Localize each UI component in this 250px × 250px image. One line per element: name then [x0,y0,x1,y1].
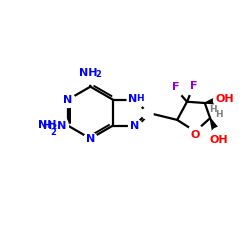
Text: H: H [215,110,222,119]
Text: N: N [130,120,139,130]
Text: 2: 2 [50,128,56,136]
Text: N: N [63,95,72,105]
Text: N: N [86,134,95,143]
Text: O: O [191,130,200,140]
Text: H₂N: H₂N [42,120,66,130]
Text: N: N [128,94,138,104]
Text: NH: NH [38,120,56,130]
Text: OH: OH [209,135,228,145]
Text: OH: OH [215,94,234,104]
Polygon shape [205,96,221,104]
Text: F: F [190,81,198,91]
Text: F: F [172,82,179,92]
Text: NH: NH [79,68,98,78]
Polygon shape [210,118,222,136]
Text: 2: 2 [95,70,101,79]
Text: H: H [136,94,144,104]
Text: H: H [209,106,216,114]
